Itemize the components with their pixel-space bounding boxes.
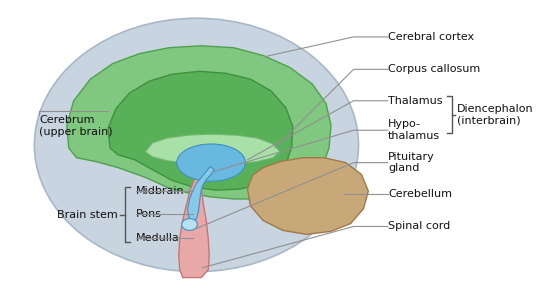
Text: Midbrain: Midbrain <box>135 186 184 196</box>
Polygon shape <box>248 158 368 234</box>
Ellipse shape <box>177 144 245 181</box>
Polygon shape <box>67 46 331 199</box>
Text: Cerebral cortex: Cerebral cortex <box>388 32 474 42</box>
Ellipse shape <box>35 18 359 272</box>
Polygon shape <box>179 179 209 278</box>
Polygon shape <box>145 134 280 165</box>
Text: Medulla: Medulla <box>135 233 179 243</box>
Polygon shape <box>188 166 214 223</box>
Text: Hypo-
thalamus: Hypo- thalamus <box>388 119 440 141</box>
Text: Pituitary
gland: Pituitary gland <box>388 152 435 174</box>
Text: Cerebellum: Cerebellum <box>388 189 452 199</box>
Polygon shape <box>108 71 293 190</box>
Text: Spinal cord: Spinal cord <box>388 221 450 231</box>
Text: Brain stem: Brain stem <box>57 210 118 220</box>
Text: Thalamus: Thalamus <box>388 96 442 106</box>
Ellipse shape <box>182 219 197 230</box>
Text: Diencephalon
(interbrain): Diencephalon (interbrain) <box>456 104 534 125</box>
Text: Cerebrum
(upper brain): Cerebrum (upper brain) <box>39 115 113 137</box>
Text: Pons: Pons <box>135 209 162 219</box>
Text: Corpus callosum: Corpus callosum <box>388 64 480 74</box>
